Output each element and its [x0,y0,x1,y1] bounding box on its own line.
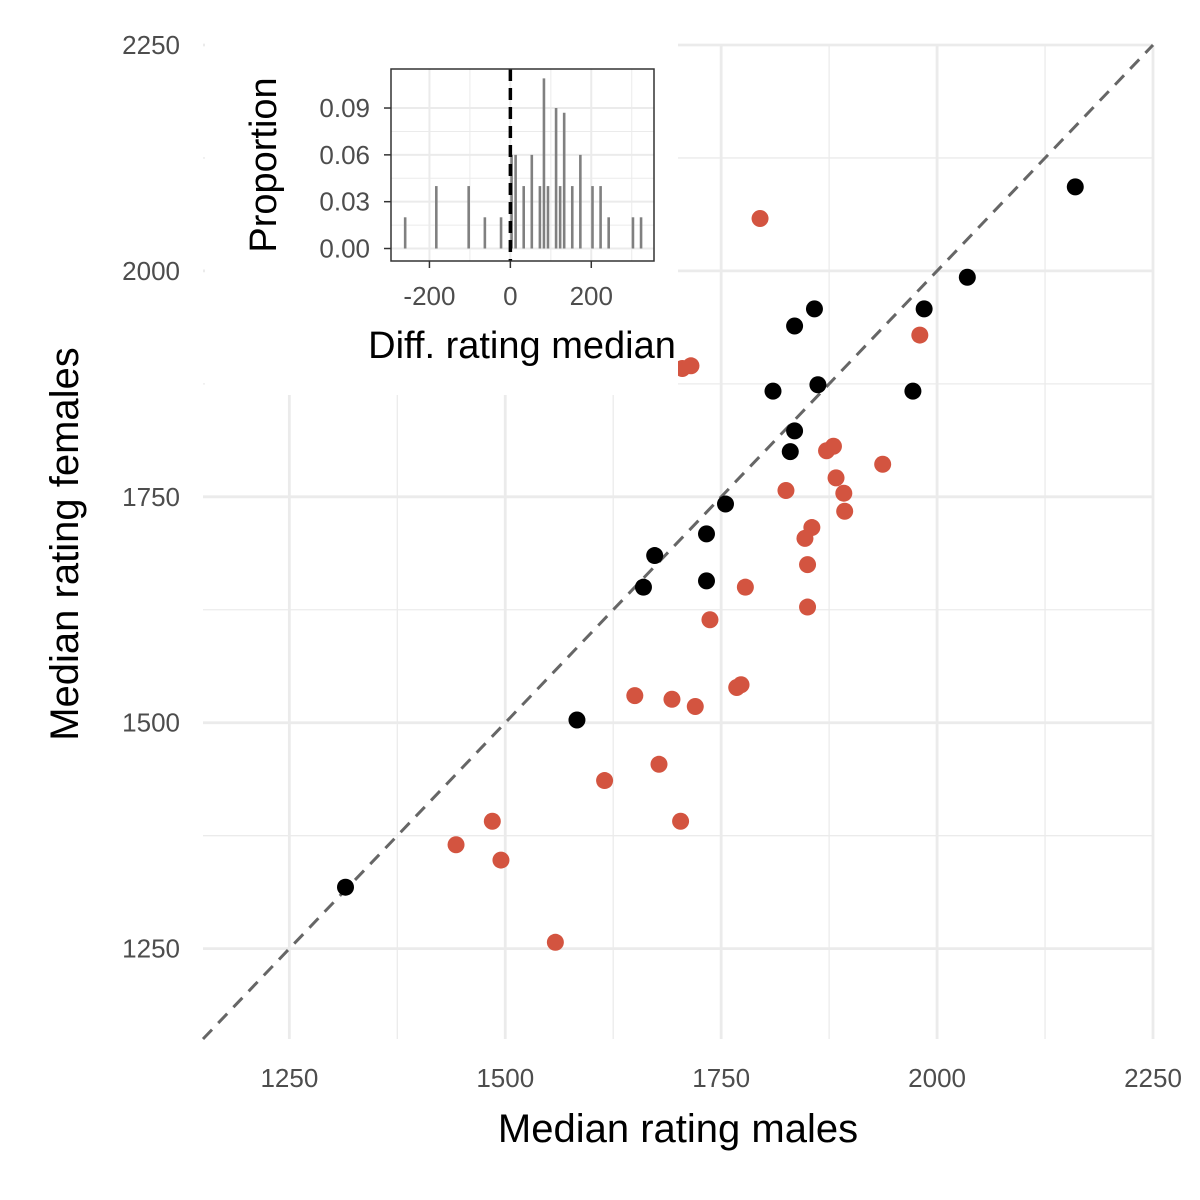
scatter-point-black [337,878,354,896]
main-x-axis-title: Median rating males [498,1107,858,1151]
scatter-point-red [447,836,465,854]
scatter-point-black [717,495,734,513]
scatter-point-red [701,611,719,629]
scatter-point-black [915,300,933,318]
main-points [337,178,1084,951]
main-x-tick-label: 2000 [908,1063,966,1093]
inset-y-tick-labels: 0.00 0.03 0.06 0.09 [319,93,370,263]
main-y-tick-label: 1750 [122,482,180,512]
scatter-point-black [904,382,922,400]
scatter-point-red [650,755,668,773]
inset-x-tick-label: 200 [570,281,613,311]
scatter-point-red [663,690,681,708]
scatter-point-red [596,772,614,790]
inset-y-tick-label: 0.06 [319,140,370,170]
main-y-tick-label: 2250 [122,30,180,60]
scatter-point-black [568,711,586,729]
scatter-point-black [634,578,652,596]
main-y-tick-label: 1250 [122,934,180,964]
scatter-point-red [827,469,845,487]
scatter-point-red [799,556,817,574]
inset-y-tick-label: 0.03 [319,187,370,217]
scatter-point-red [799,598,817,616]
main-x-tick-label: 2250 [1124,1063,1182,1093]
scatter-point-red [835,484,853,502]
scatter-point-red [492,851,510,869]
scatter-point-red [672,812,690,830]
main-y-tick-labels: 1250 1500 1750 2000 2250 [122,30,180,964]
inset-background [205,40,678,395]
main-x-tick-labels: 1250 1500 1750 2000 2250 [260,1063,1181,1093]
identity-reference-line [201,43,1155,1041]
inset-y-tick-label: 0.09 [319,93,370,123]
inset-x-axis-title: Diff. rating median [368,325,676,367]
inset-y-tick-label: 0.00 [319,234,370,264]
scatter-point-red [803,519,821,537]
inset-y-axis-title: Proportion [243,77,285,252]
inset-x-tick-labels: -200 0 200 [403,281,613,311]
main-y-tick-label: 1500 [122,708,180,738]
main-y-axis-title: Median rating females [43,347,87,741]
scatter-point-black [764,382,782,400]
main-y-tick-label: 2000 [122,256,180,286]
inset-tick-marks [384,107,593,268]
scatter-point-red [686,697,704,715]
scatter-point-black [698,525,715,543]
scatter-point-black [698,572,715,590]
scatter-point-black [809,376,827,394]
scatter-point-red [874,455,892,473]
inset-x-tick-label: 0 [503,281,517,311]
scatter-point-black [1066,178,1084,196]
scatter-point-red [836,502,854,520]
scatter-point-red [736,578,754,596]
inset-bars [403,78,643,249]
main-x-tick-label: 1250 [260,1063,318,1093]
scatter-point-black [646,547,664,565]
scatter-point-red [626,687,644,705]
scatter-point-red [824,437,842,455]
inset-x-tick-label: -200 [403,281,455,311]
scatter-point-black [781,443,799,461]
inset-panel-border [390,68,655,262]
scatter-point-red [751,209,769,227]
scatter-point-red [732,676,750,694]
scatter-point-red [777,481,795,499]
scatter-point-black [786,422,804,440]
main-x-tick-label: 1500 [476,1063,534,1093]
scatter-point-red [546,933,564,951]
scatter-point-black [958,268,976,286]
inset-histogram: -200 0 200 0.00 0.03 0.06 0.09 Diff. rating m… [205,40,678,395]
scatter-point-black [805,300,823,318]
scatter-point-black [786,317,804,335]
main-x-tick-label: 1750 [692,1063,750,1093]
scatter-point-red [682,357,700,375]
scatter-point-red [911,326,929,344]
scatter-point-red [483,812,501,830]
